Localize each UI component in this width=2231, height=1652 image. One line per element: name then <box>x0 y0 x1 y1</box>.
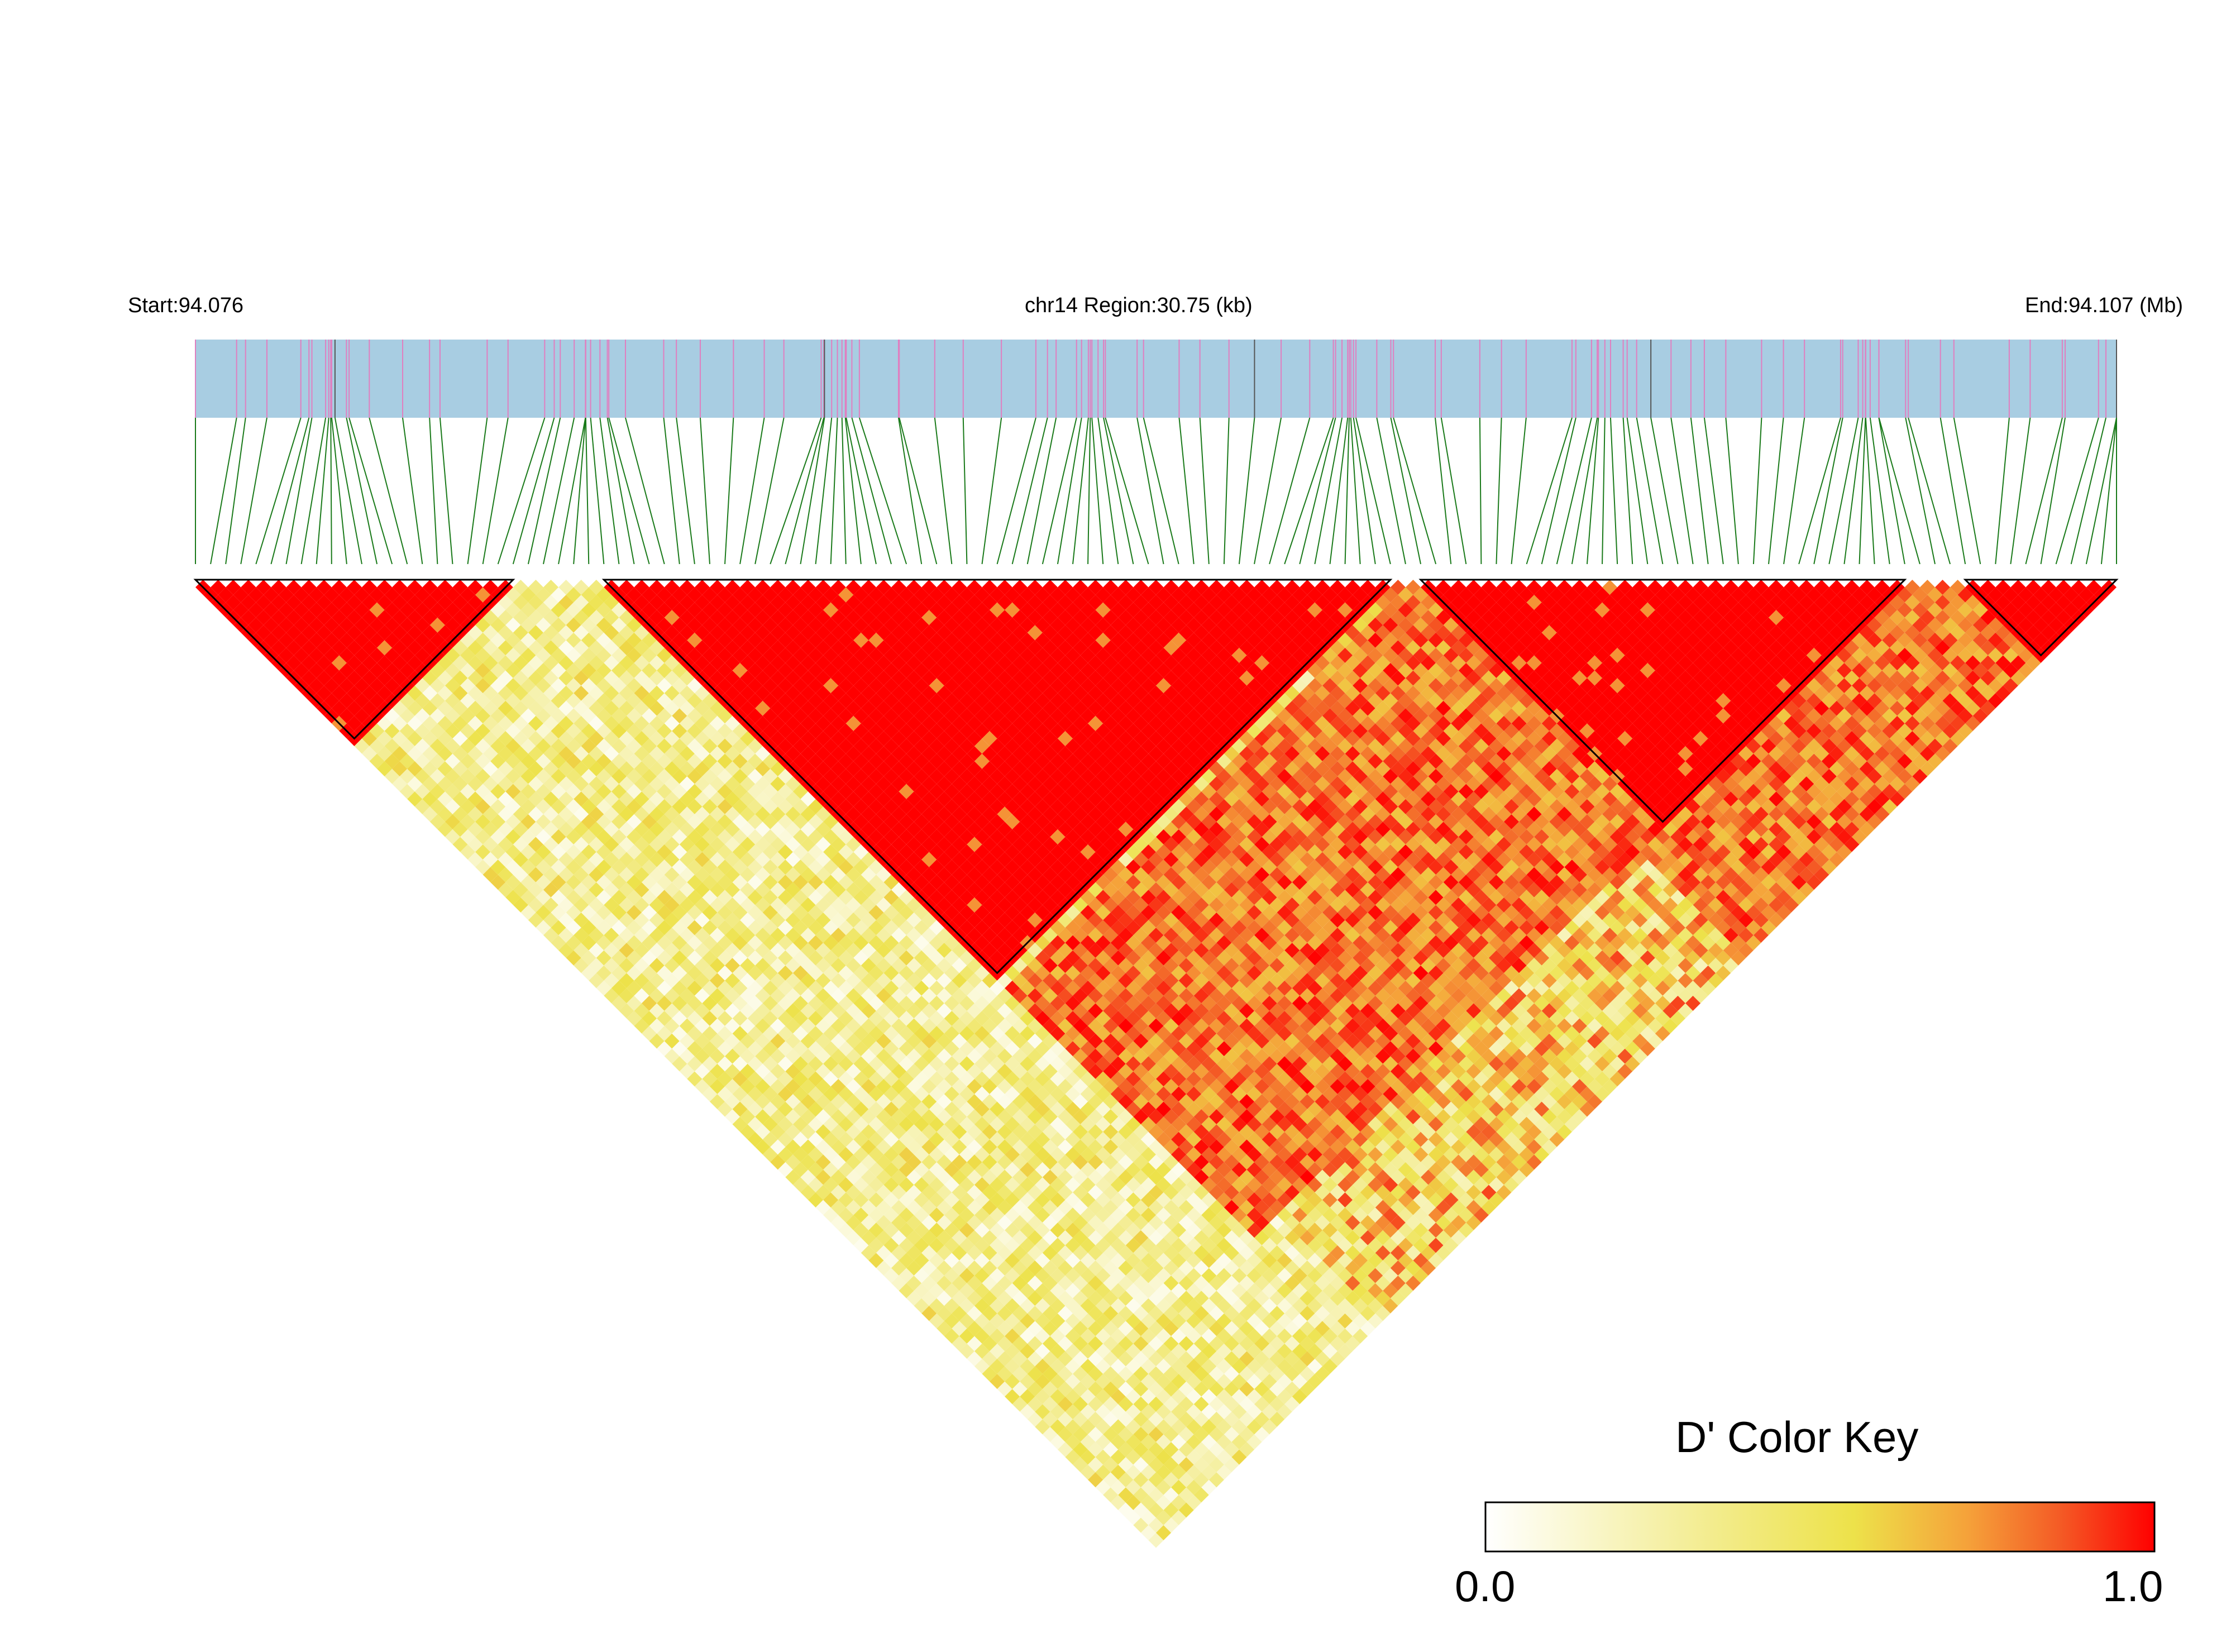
snp-connector <box>963 418 967 564</box>
snp-connector <box>2010 418 2030 564</box>
snp-connector <box>483 418 508 564</box>
snp-connector <box>429 418 437 564</box>
snp-connector <box>1315 418 1342 564</box>
snp-connector <box>1137 418 1163 564</box>
snp-connector <box>346 418 377 564</box>
snp-connector <box>1300 418 1335 564</box>
snp-connector <box>1224 418 1229 564</box>
snp-connector <box>317 418 329 564</box>
snp-connector <box>1435 418 1451 564</box>
snp-connector <box>369 418 407 564</box>
snp-connector <box>226 418 246 564</box>
snp-connector <box>1179 418 1193 564</box>
snp-connector <box>1814 418 1842 564</box>
snp-connector <box>440 418 453 564</box>
snp-connector <box>1637 418 1663 564</box>
snp-connector <box>1377 418 1406 564</box>
snp-connector <box>1627 418 1648 564</box>
snp-connector <box>1623 418 1633 564</box>
snp-connector <box>770 418 821 564</box>
snp-connector <box>1058 418 1082 564</box>
snp-connector <box>1239 418 1254 564</box>
snp-connector <box>1480 418 1481 564</box>
snp-connector <box>1345 418 1349 564</box>
snp-connector <box>1269 418 1310 564</box>
snp-connector <box>1330 418 1348 564</box>
snp-connector <box>528 418 560 564</box>
snp-connector <box>1088 418 1090 564</box>
snp-connector <box>609 418 649 564</box>
snp-connector <box>755 418 784 564</box>
snp-connector <box>1043 418 1077 564</box>
snp-connector <box>1284 418 1333 564</box>
snp-connector <box>1879 418 1904 564</box>
snp-connector <box>1144 418 1179 564</box>
snp-connector <box>2071 418 2106 564</box>
snp-connector <box>1356 418 1391 564</box>
snp-connector <box>842 418 846 564</box>
snp-connector <box>1726 418 1738 564</box>
snp-connector <box>2101 418 2117 564</box>
snp-connector <box>1587 418 1598 564</box>
snp-connector <box>1496 418 1501 564</box>
snp-connector <box>859 418 906 564</box>
snp-connector <box>1354 418 1375 564</box>
snp-connector <box>625 418 665 564</box>
snp-connector <box>1557 418 1592 564</box>
snp-connector <box>1512 418 1526 564</box>
snp-connector <box>558 418 585 564</box>
snp-connector <box>1391 418 1421 564</box>
snp-connector <box>403 418 422 564</box>
snp-connector <box>740 418 764 564</box>
snp-connector <box>831 418 838 564</box>
snp-connector <box>1351 418 1360 564</box>
snp-connector <box>1784 418 1804 564</box>
snp-connector <box>1995 418 2009 564</box>
snp-connector <box>211 418 237 564</box>
snp-connector <box>1254 418 1281 564</box>
snp-position-bar <box>195 340 2117 418</box>
snp-connector <box>586 418 589 564</box>
snp-connector <box>1704 418 1723 564</box>
snp-connector <box>663 418 679 564</box>
snp-connector <box>1572 418 1597 564</box>
snp-connector <box>1105 418 1148 564</box>
snp-connector <box>1611 418 1617 564</box>
snp-connector <box>302 418 326 564</box>
snp-connector <box>468 418 488 564</box>
snp-connector <box>1691 418 1708 564</box>
snp-connector <box>1441 418 1466 564</box>
snp-connector <box>1754 418 1761 564</box>
snp-connector <box>1073 418 1088 564</box>
snp-connector <box>1905 418 1935 564</box>
snp-connector <box>349 418 392 564</box>
snp-connector <box>725 418 733 564</box>
snp-connector <box>676 418 695 564</box>
snp-connector-lines <box>195 418 2117 564</box>
snp-connector <box>2056 418 2099 564</box>
snp-connector <box>1799 418 1841 564</box>
snp-connector <box>982 418 1002 564</box>
snp-connector <box>600 418 619 564</box>
snp-connector <box>1954 418 1980 564</box>
snp-connector <box>1200 418 1209 564</box>
snp-connector <box>1879 418 1920 564</box>
snp-connector <box>700 418 710 564</box>
snp-connector <box>608 418 634 564</box>
snp-connector <box>498 418 545 564</box>
snp-connector <box>1769 418 1784 564</box>
snp-connector <box>1602 418 1605 564</box>
snp-connector <box>845 418 861 564</box>
snp-connector <box>1527 418 1572 564</box>
snp-connector <box>574 418 585 564</box>
snp-connector <box>2086 418 2117 564</box>
snp-connector <box>1542 418 1576 564</box>
ld-cells <box>195 580 2117 1548</box>
snp-connector <box>935 418 952 564</box>
snp-connector <box>591 418 604 564</box>
snp-connector <box>1393 418 1436 564</box>
